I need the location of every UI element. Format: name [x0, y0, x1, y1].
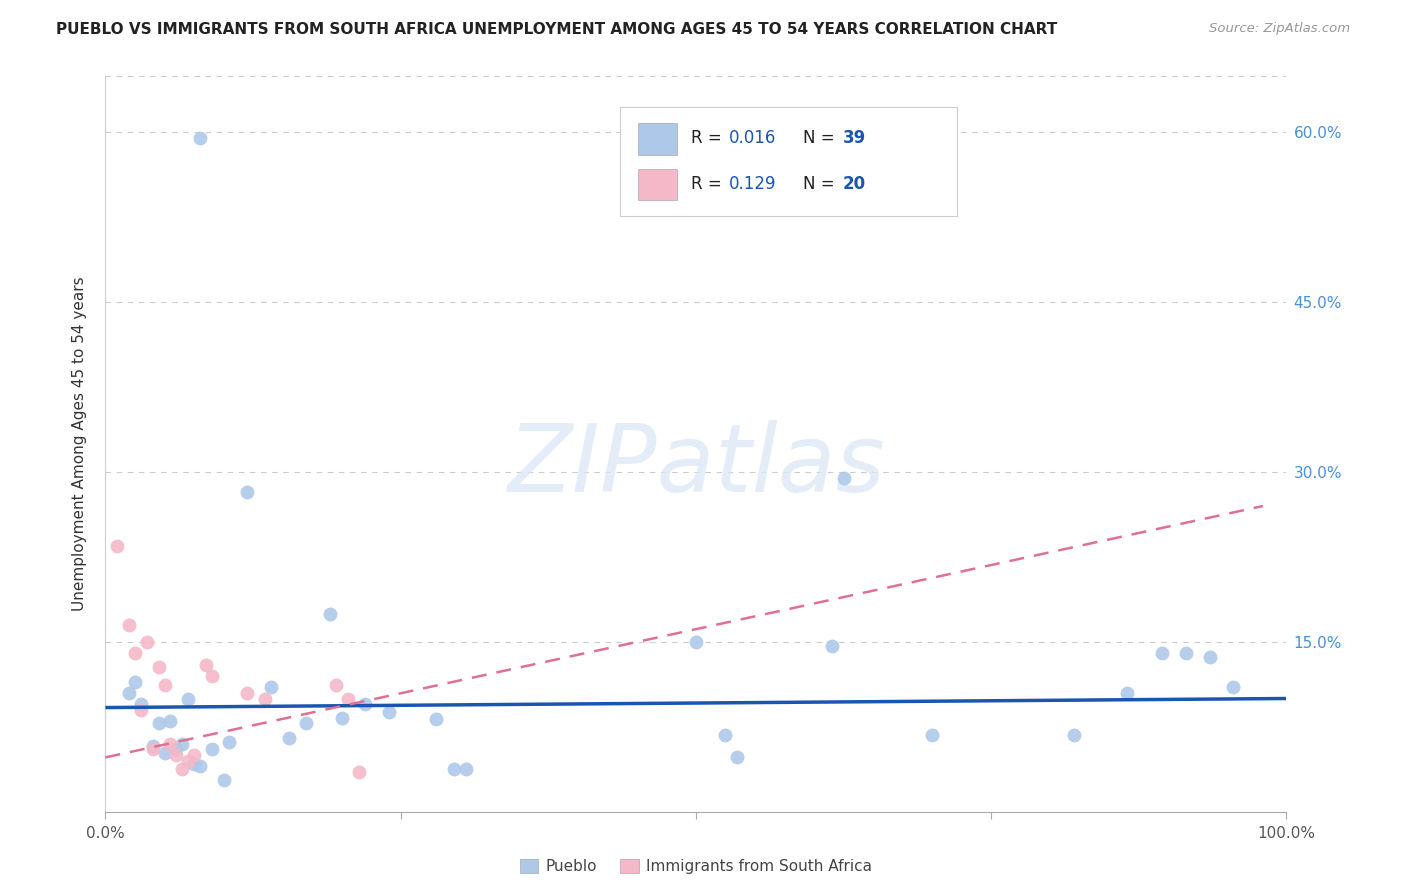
Point	[1152, 646, 1174, 660]
Point	[330, 711, 353, 725]
Point	[159, 714, 181, 728]
Point	[354, 697, 377, 711]
Point	[1116, 686, 1139, 700]
Text: ZIPatlas: ZIPatlas	[508, 420, 884, 511]
Point	[821, 640, 844, 654]
Text: R =: R =	[692, 175, 727, 193]
Point	[188, 759, 211, 773]
Point	[218, 734, 240, 748]
FancyBboxPatch shape	[620, 107, 957, 216]
Text: 0.016: 0.016	[730, 129, 776, 147]
Point	[183, 748, 205, 763]
Point	[454, 762, 477, 776]
Point	[118, 618, 141, 632]
Point	[153, 678, 176, 692]
Point	[236, 686, 259, 700]
Point	[135, 635, 157, 649]
Point	[295, 716, 318, 731]
Point	[188, 131, 211, 145]
Point	[183, 757, 205, 772]
Point	[201, 669, 224, 683]
Point	[172, 737, 194, 751]
Point	[714, 728, 737, 742]
Point	[260, 680, 283, 694]
Point	[159, 737, 181, 751]
FancyBboxPatch shape	[638, 123, 678, 154]
Point	[124, 674, 146, 689]
Point	[165, 742, 187, 756]
Point	[443, 762, 465, 776]
Point	[177, 691, 200, 706]
Text: 39: 39	[842, 129, 866, 147]
Text: Source: ZipAtlas.com: Source: ZipAtlas.com	[1209, 22, 1350, 36]
Point	[336, 691, 359, 706]
Point	[201, 742, 224, 756]
Point	[921, 728, 943, 742]
Point	[148, 716, 170, 731]
Point	[832, 471, 855, 485]
Point	[172, 762, 194, 776]
Point	[378, 705, 401, 719]
Point	[685, 635, 707, 649]
Point	[194, 657, 217, 672]
Point	[425, 712, 447, 726]
FancyBboxPatch shape	[638, 169, 678, 200]
Point	[1063, 728, 1085, 742]
Point	[212, 772, 235, 787]
Point	[118, 686, 141, 700]
Point	[153, 746, 176, 760]
Legend: Pueblo, Immigrants from South Africa: Pueblo, Immigrants from South Africa	[520, 859, 872, 874]
Point	[142, 742, 165, 756]
Point	[165, 748, 187, 763]
Text: PUEBLO VS IMMIGRANTS FROM SOUTH AFRICA UNEMPLOYMENT AMONG AGES 45 TO 54 YEARS CO: PUEBLO VS IMMIGRANTS FROM SOUTH AFRICA U…	[56, 22, 1057, 37]
Text: N =: N =	[803, 129, 841, 147]
Y-axis label: Unemployment Among Ages 45 to 54 years: Unemployment Among Ages 45 to 54 years	[72, 277, 87, 611]
Point	[1175, 646, 1198, 660]
Point	[148, 660, 170, 674]
Text: R =: R =	[692, 129, 727, 147]
Text: 20: 20	[842, 175, 866, 193]
Point	[142, 739, 165, 753]
Point	[277, 731, 299, 746]
Point	[124, 646, 146, 660]
Text: 0.129: 0.129	[730, 175, 776, 193]
Point	[236, 485, 259, 500]
Point	[319, 607, 342, 621]
Point	[105, 539, 128, 553]
Point	[177, 754, 200, 768]
Point	[129, 703, 152, 717]
Point	[253, 691, 276, 706]
Point	[1222, 680, 1244, 694]
Point	[725, 750, 748, 764]
Point	[1198, 649, 1220, 664]
Point	[129, 697, 152, 711]
Point	[325, 678, 347, 692]
Text: N =: N =	[803, 175, 841, 193]
Point	[349, 765, 371, 780]
